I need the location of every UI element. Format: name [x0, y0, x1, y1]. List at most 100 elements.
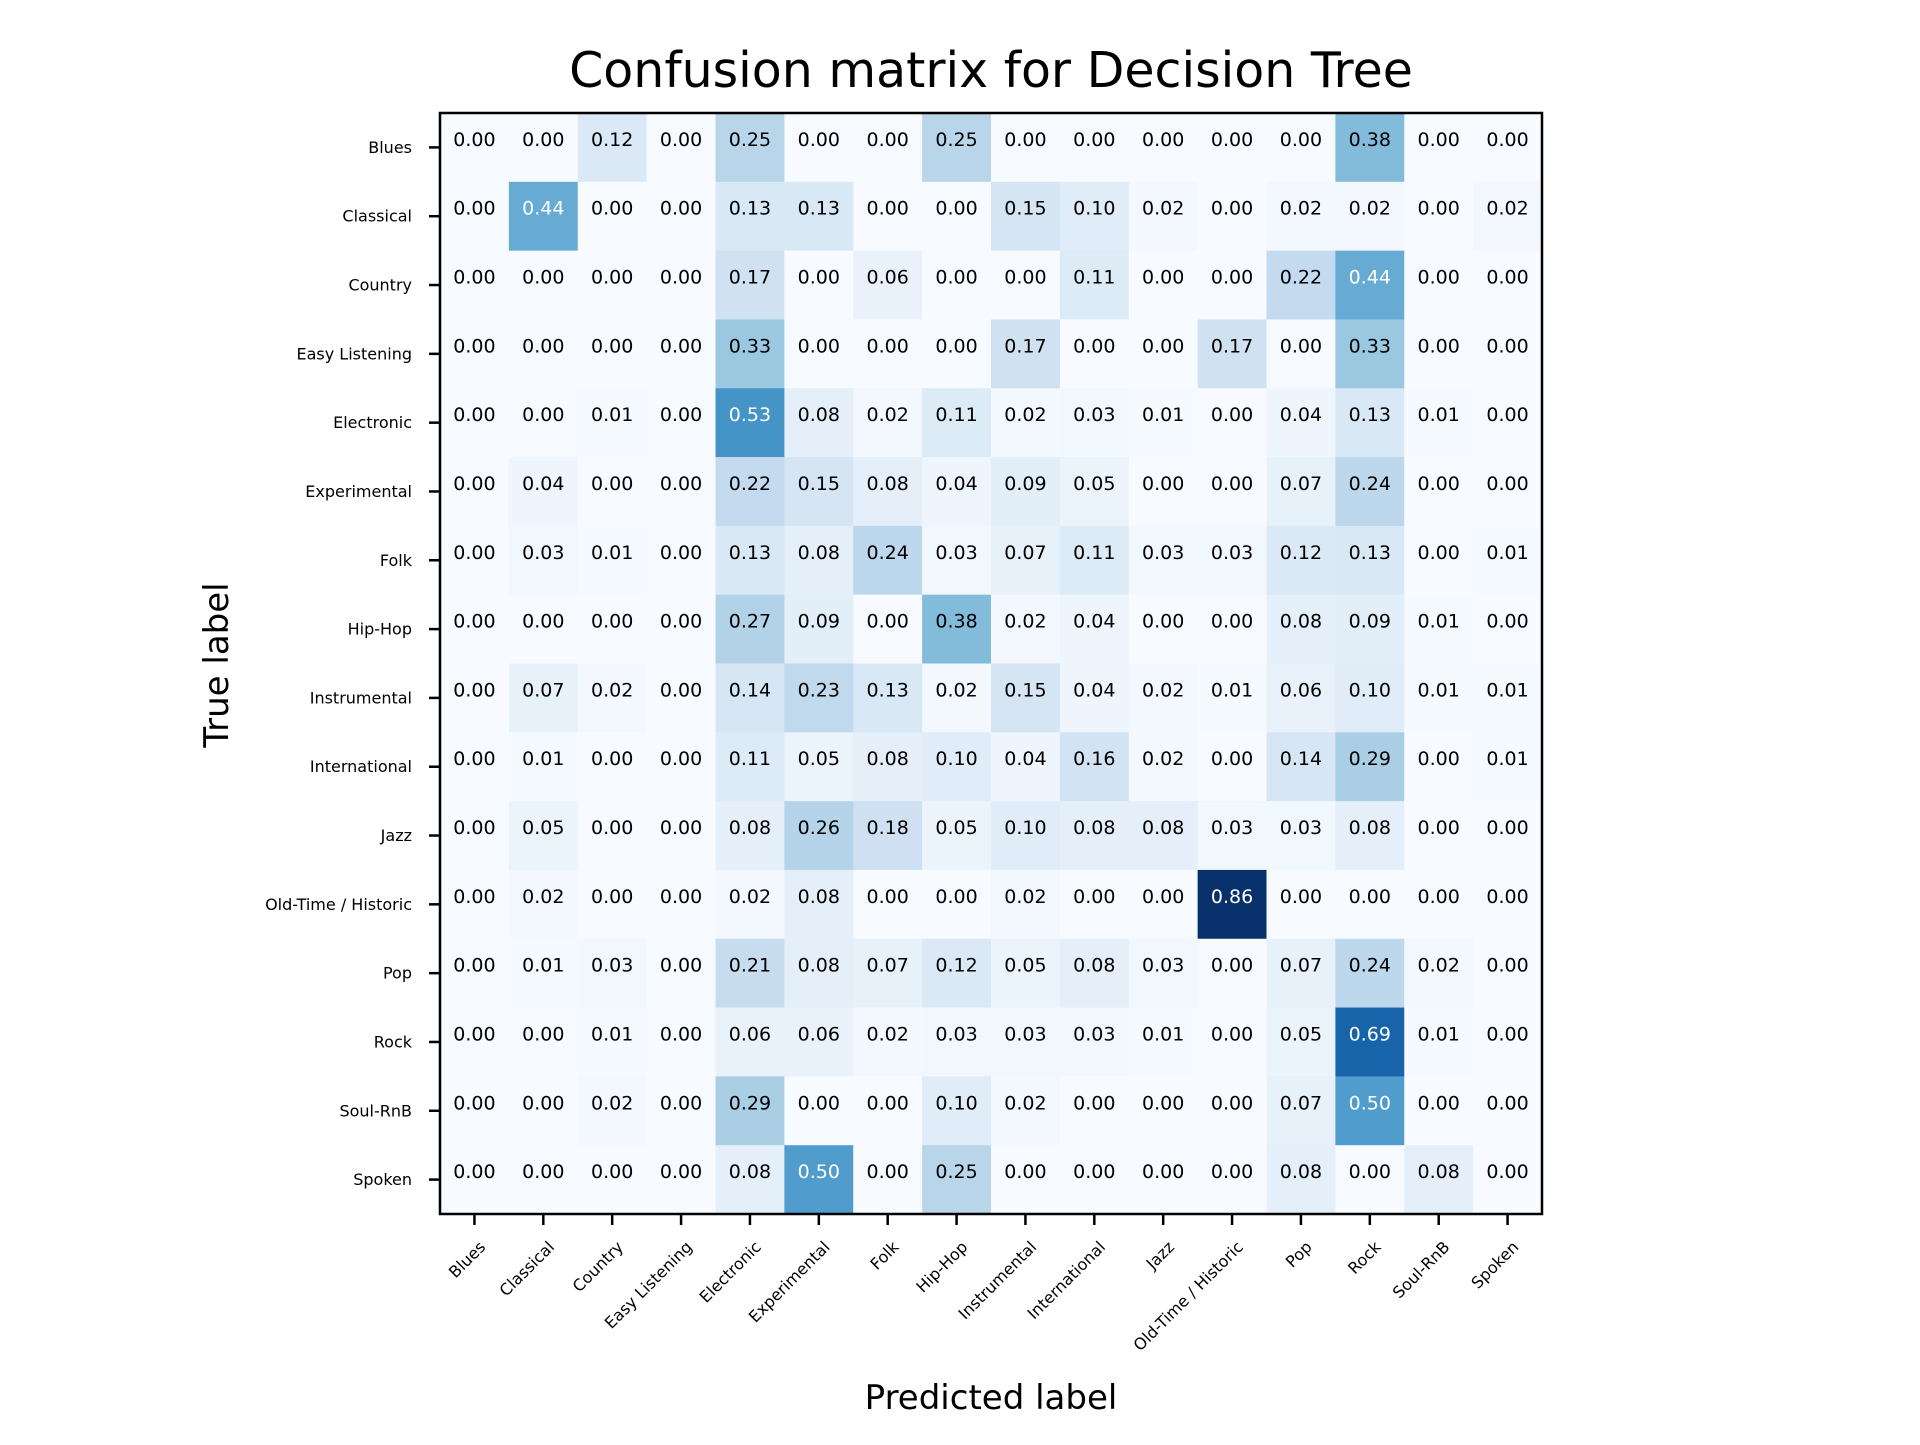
x-tick-label: Spoken [1467, 1237, 1522, 1292]
heatmap-cell [1404, 1145, 1474, 1215]
cell-value-label: 0.25 [729, 129, 771, 151]
heatmap-cell [784, 319, 854, 389]
y-tick-label: Old-Time / Historic [265, 895, 412, 914]
cell-value-label: 0.00 [1486, 611, 1528, 633]
heatmap-cell [1197, 663, 1268, 733]
cell-value-label: 0.05 [798, 748, 840, 770]
heatmap-cell [784, 663, 854, 733]
heatmap-cell [1197, 250, 1268, 321]
heatmap-cell [577, 732, 648, 802]
cell-value-label: 0.02 [1418, 955, 1460, 977]
cell-value-label: 0.00 [591, 335, 633, 357]
heatmap-cell [784, 525, 854, 596]
cell-value-label: 0.02 [1004, 1092, 1046, 1114]
heatmap-cell [991, 525, 1061, 596]
heatmap-cell [646, 594, 717, 665]
heatmap-cell [715, 1145, 785, 1215]
heatmap-cell [1266, 869, 1336, 940]
heatmap-cell [991, 319, 1061, 389]
heatmap-cell [646, 388, 717, 458]
cell-value-label: 0.24 [1349, 955, 1391, 977]
cell-value-label: 0.00 [1211, 473, 1253, 495]
cell-value-label: 0.00 [591, 1161, 633, 1183]
heatmap-cell [1197, 869, 1268, 940]
cell-value-label: 0.00 [1211, 267, 1253, 289]
y-tick-label: Blues [368, 138, 412, 157]
cell-value-label: 0.00 [660, 886, 702, 908]
heatmap-cell [1197, 319, 1268, 389]
heatmap-cell [1335, 1007, 1405, 1077]
cell-value-label: 0.00 [660, 404, 702, 426]
heatmap-cell [1128, 1145, 1199, 1215]
cell-value-label: 0.10 [1004, 817, 1046, 839]
cell-value-label: 0.11 [935, 404, 977, 426]
cell-value-label: 0.00 [1486, 1161, 1528, 1183]
cell-value-label: 0.00 [453, 955, 495, 977]
heatmap-cell [440, 388, 510, 458]
heatmap-cell [853, 319, 923, 389]
heatmap-cell [508, 1076, 579, 1146]
x-tick-label: Pop [1282, 1237, 1316, 1271]
heatmap-cell [715, 457, 785, 527]
heatmap-cell [1473, 801, 1543, 871]
cell-value-label: 0.05 [935, 817, 977, 839]
heatmap-cell [1266, 319, 1336, 389]
cell-value-label: 0.03 [1142, 955, 1184, 977]
cell-value-label: 0.53 [729, 404, 771, 426]
heatmap-cell [1059, 250, 1130, 321]
heatmap-cell [853, 869, 923, 940]
heatmap-cell [715, 594, 785, 665]
heatmap-cell [508, 663, 579, 733]
cell-value-label: 0.04 [522, 473, 564, 495]
x-tick-label: Jazz [1142, 1237, 1178, 1273]
heatmap-cell [1266, 801, 1336, 871]
cell-value-label: 0.00 [591, 886, 633, 908]
heatmap-cell [1473, 1076, 1543, 1146]
cell-value-label: 0.00 [453, 611, 495, 633]
cell-value-label: 0.00 [591, 611, 633, 633]
heatmap-cell [440, 1007, 510, 1077]
cell-value-label: 0.07 [1280, 1092, 1322, 1114]
cell-value-label: 0.00 [1073, 1092, 1115, 1114]
heatmap-cell [440, 525, 510, 596]
heatmap-cell [1473, 388, 1543, 458]
heatmap-cell [1059, 457, 1130, 527]
cell-value-label: 0.00 [867, 611, 909, 633]
cell-value-label: 0.00 [1142, 129, 1184, 151]
heatmap-cell [1266, 388, 1336, 458]
heatmap-cell [853, 663, 923, 733]
cell-value-label: 0.06 [798, 1023, 840, 1045]
cell-value-label: 0.00 [453, 817, 495, 839]
cell-value-label: 0.00 [1486, 955, 1528, 977]
heatmap-cell [508, 457, 579, 527]
heatmap-cell [508, 594, 579, 665]
heatmap-cell [1197, 181, 1268, 252]
cell-value-label: 0.02 [1004, 886, 1046, 908]
x-tick-label: Country [569, 1237, 627, 1295]
heatmap-cell [1266, 457, 1336, 527]
cell-value-label: 0.02 [1142, 198, 1184, 220]
heatmap-cell [1128, 1007, 1199, 1077]
cell-value-label: 0.06 [867, 267, 909, 289]
cell-value-label: 0.03 [1073, 1023, 1115, 1045]
heatmap-cell [440, 457, 510, 527]
cell-value-label: 0.00 [867, 198, 909, 220]
cell-value-label: 0.00 [591, 817, 633, 839]
cell-value-label: 0.02 [935, 679, 977, 701]
cell-value-label: 0.07 [522, 679, 564, 701]
cell-value-label: 0.07 [1280, 473, 1322, 495]
cell-value-label: 0.15 [798, 473, 840, 495]
heatmap-cell [508, 250, 579, 321]
heatmap-cell [1266, 113, 1336, 183]
heatmap-cell [440, 594, 510, 665]
cell-value-label: 0.00 [867, 1092, 909, 1114]
cell-value-label: 0.22 [1280, 267, 1322, 289]
heatmap-cell [646, 457, 717, 527]
heatmap-cell [1473, 594, 1543, 665]
heatmap-cell [1473, 457, 1543, 527]
heatmap-cell [853, 594, 923, 665]
cell-value-label: 0.00 [1486, 335, 1528, 357]
heatmap-cell [577, 250, 648, 321]
cell-value-label: 0.00 [1280, 335, 1322, 357]
